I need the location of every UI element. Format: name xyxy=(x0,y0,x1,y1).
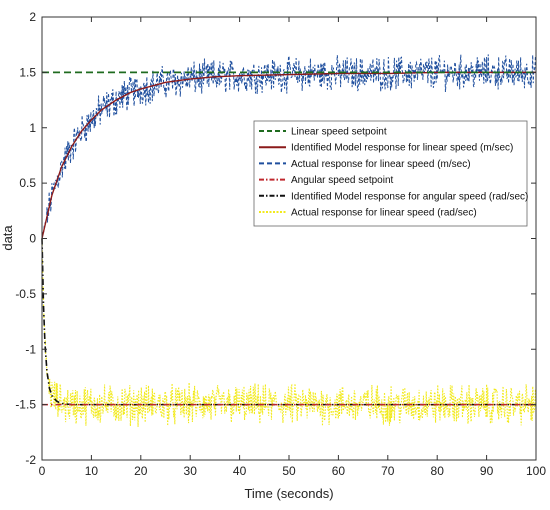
x-tick-label: 30 xyxy=(184,464,198,478)
legend-label: Identified Model response for linear spe… xyxy=(291,143,513,154)
legend-box xyxy=(253,120,528,227)
legend-label: Actual response for linear speed (rad/se… xyxy=(291,208,477,219)
legend: Linear speed setpoint Identified Model re… xyxy=(253,120,528,227)
x-tick-label: 50 xyxy=(282,464,296,478)
x-tick-label: 70 xyxy=(381,464,395,478)
ticks-layer: 0 10 20 30 40 50 60 70 80 90 100 -2 -1.5 -1 -0.5 0 0.5 1 1… xyxy=(15,10,546,478)
x-tick-label: 10 xyxy=(85,464,99,478)
x-axis-label: Time (seconds) xyxy=(244,486,333,501)
legend-label: Angular speed setpoint xyxy=(291,175,394,186)
y-tick-label: 2 xyxy=(29,10,36,24)
y-axis-label: data xyxy=(0,225,15,251)
series-line-2 xyxy=(41,54,537,239)
y-tick-label: -1 xyxy=(25,342,36,356)
series-line-5 xyxy=(41,238,537,427)
series-layer xyxy=(41,54,537,427)
legend-items: Linear speed setpoint Identified Model re… xyxy=(259,127,528,219)
x-tick-label: 0 xyxy=(39,464,46,478)
x-tick-label: 80 xyxy=(431,464,445,478)
y-tick-label: -0.5 xyxy=(15,287,36,301)
y-tick-label: -1.5 xyxy=(15,398,36,412)
legend-label: Actual response for linear speed (m/sec) xyxy=(291,159,471,170)
x-tick-label: 90 xyxy=(480,464,494,478)
y-tick-label: -2 xyxy=(25,453,36,467)
legend-label: Identified Model response for angular sp… xyxy=(291,191,528,202)
x-tick-label: 100 xyxy=(526,464,546,478)
y-tick-label: 0 xyxy=(29,232,36,246)
y-tick-label: 1 xyxy=(29,121,36,135)
x-tick-label: 60 xyxy=(332,464,346,478)
x-tick-label: 40 xyxy=(233,464,247,478)
y-tick-label: 1.5 xyxy=(19,65,36,79)
legend-label: Linear speed setpoint xyxy=(291,127,387,138)
y-tick-label: 0.5 xyxy=(19,176,36,190)
x-tick-label: 20 xyxy=(134,464,148,478)
